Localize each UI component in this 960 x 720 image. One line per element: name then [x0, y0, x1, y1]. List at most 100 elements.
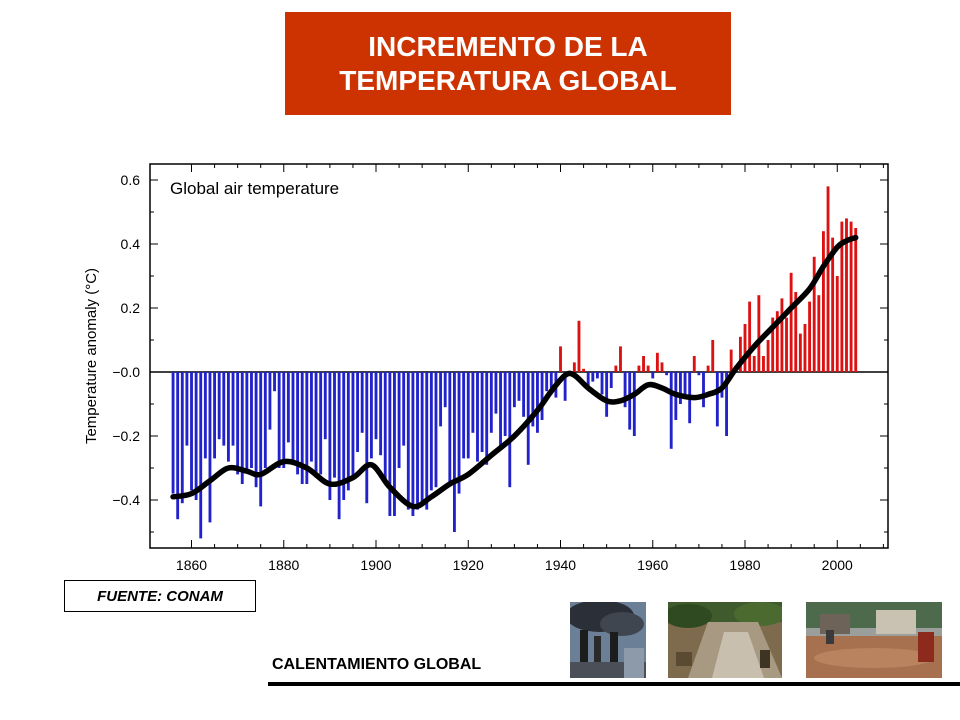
bar-1935: [536, 372, 539, 433]
bar-1912: [429, 372, 433, 491]
bar-1919: [462, 372, 466, 459]
bar-1859: [185, 372, 189, 446]
bar-1863: [203, 372, 207, 459]
bar-1911: [425, 372, 429, 510]
bar-1972: [706, 365, 710, 372]
bar-1924: [485, 372, 489, 465]
bar-1874: [254, 372, 258, 488]
bar-1922: [476, 372, 479, 462]
bars-group: [171, 186, 858, 539]
bar-1884: [300, 372, 304, 484]
deforested-hillside-photo: [668, 602, 782, 678]
bar-1940: [559, 346, 562, 372]
bar-1947: [591, 372, 595, 382]
bar-1988: [780, 298, 784, 372]
bar-1888: [319, 372, 323, 475]
bar-1946: [586, 372, 590, 388]
bar-1890: [328, 372, 332, 500]
bar-1974: [715, 372, 719, 427]
bar-1871: [240, 372, 244, 484]
bar-1990: [789, 272, 793, 372]
bar-1923: [480, 372, 484, 452]
bar-1878: [273, 372, 276, 392]
bar-1944: [577, 320, 581, 372]
bar-1891: [333, 372, 336, 478]
bar-1916: [448, 372, 452, 484]
bar-1936: [540, 372, 544, 420]
bar-1876: [263, 372, 267, 468]
x-tick-label: 1860: [176, 557, 207, 573]
footer-rule: [268, 682, 960, 686]
title-line-1: INCREMENTO DE LA: [368, 30, 648, 62]
bar-1954: [623, 372, 627, 408]
bar-1885: [305, 372, 309, 484]
bar-1879: [277, 372, 281, 468]
x-tick-label: 1980: [729, 557, 760, 573]
bar-1957: [637, 365, 641, 372]
bar-1865: [213, 372, 217, 459]
bar-1899: [369, 372, 373, 459]
temperature-chart: 1860 1880 1900 1920 1940 1960 1980 2000 −0.4 −0.2…: [70, 158, 890, 588]
bar-1913: [434, 372, 438, 488]
bar-1921: [471, 372, 475, 433]
bar-1958: [642, 356, 645, 372]
bar-1860: [190, 372, 193, 491]
bar-1943: [572, 362, 576, 372]
bar-2000: [835, 276, 839, 372]
bar-1896: [356, 372, 359, 452]
bar-1872: [245, 372, 249, 472]
bar-1883: [296, 372, 300, 475]
bar-1862: [199, 372, 203, 539]
bar-1966: [679, 372, 682, 404]
bar-1994: [808, 301, 812, 372]
bar-1996: [817, 295, 821, 372]
bar-2004: [854, 228, 858, 372]
bar-1882: [291, 372, 295, 465]
bar-1903: [388, 372, 392, 516]
bar-1893: [342, 372, 346, 500]
bar-1900: [374, 372, 378, 440]
bar-1908: [411, 372, 415, 516]
footer-label: CALENTAMIENTO GLOBAL: [272, 656, 482, 673]
bar-2001: [840, 221, 844, 372]
bar-1867: [222, 372, 226, 446]
bar-1928: [503, 372, 507, 436]
x-tick-label: 1960: [637, 557, 668, 573]
x-tick-label: 1880: [268, 557, 299, 573]
bar-1998: [826, 186, 830, 372]
bar-1870: [236, 372, 240, 475]
bar-1894: [346, 372, 350, 491]
bar-1979: [738, 336, 742, 372]
bar-1920: [466, 372, 470, 459]
bar-1993: [803, 324, 807, 372]
x-tick-label: 1900: [360, 557, 391, 573]
bar-1962: [660, 362, 664, 372]
bar-1945: [582, 368, 586, 372]
bar-1926: [494, 372, 498, 414]
bar-1976: [725, 372, 728, 436]
bar-1902: [383, 372, 387, 481]
bar-2003: [849, 221, 853, 372]
bar-1961: [655, 352, 659, 372]
bar-1949: [600, 372, 604, 395]
bar-1956: [632, 372, 636, 436]
bar-1959: [646, 365, 650, 372]
bar-1910: [420, 372, 424, 504]
bar-1927: [499, 372, 502, 446]
bar-1986: [771, 317, 775, 372]
page-title: INCREMENTO DE LA TEMPERATURA GLOBAL: [285, 12, 731, 115]
bar-1989: [785, 317, 788, 372]
bar-1895: [351, 372, 355, 478]
bar-1858: [180, 372, 184, 504]
title-line-2: TEMPERATURA GLOBAL: [339, 64, 677, 96]
y-tick-label: −0.0: [112, 364, 140, 380]
y-tick-label: −0.4: [112, 492, 140, 508]
bar-1937: [545, 372, 549, 392]
bar-1905: [397, 372, 401, 468]
bar-1951: [609, 372, 613, 388]
bar-1964: [669, 372, 673, 449]
bar-1892: [337, 372, 341, 520]
bar-1868: [226, 372, 230, 462]
bar-1873: [250, 372, 253, 468]
bar-1960: [651, 372, 655, 379]
